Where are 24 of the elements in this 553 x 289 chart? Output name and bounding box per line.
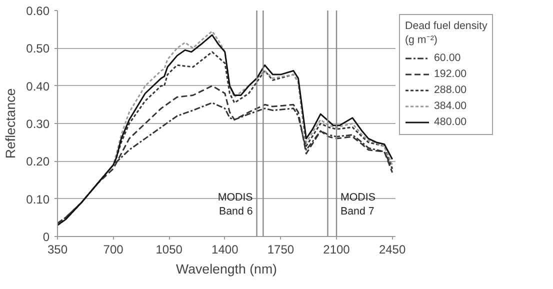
y-tick-label: 0.20 — [26, 154, 50, 169]
y-tick-label: 0 — [42, 230, 50, 244]
y-tick-label: 0.60 — [26, 4, 50, 18]
x-tick-label: 350 — [47, 242, 68, 256]
x-tick-label: 700 — [103, 242, 124, 256]
y-axis-title: Reflectance — [3, 88, 18, 159]
ref-line-label: MODIS Band 6 — [218, 191, 253, 218]
x-tick-label: 1050 — [156, 242, 183, 256]
y-tick-label: 0.50 — [26, 42, 50, 56]
legend-label: 384.00 — [434, 99, 467, 113]
x-tick-label: 1400 — [212, 242, 239, 256]
legend-label: 192.00 — [434, 67, 467, 81]
y-tick-label: 0.10 — [26, 192, 50, 206]
legend-label: 60.00 — [434, 51, 461, 65]
y-tick-label: 0.40 — [26, 79, 50, 94]
ref-line-label: MODIS Band 7 — [340, 191, 376, 218]
y-tick-label: 0.30 — [26, 117, 50, 131]
x-tick-label: 2450 — [378, 242, 406, 256]
legend-label: 480.00 — [434, 115, 467, 129]
x-tick-label: 1750 — [267, 242, 294, 256]
x-axis-title: Wavelength (nm) — [176, 262, 277, 276]
x-tick-label: 2100 — [323, 242, 350, 256]
legend-title: Dead fuel density (g m⁻²) — [405, 20, 488, 46]
legend-label: 288.00 — [434, 83, 467, 97]
